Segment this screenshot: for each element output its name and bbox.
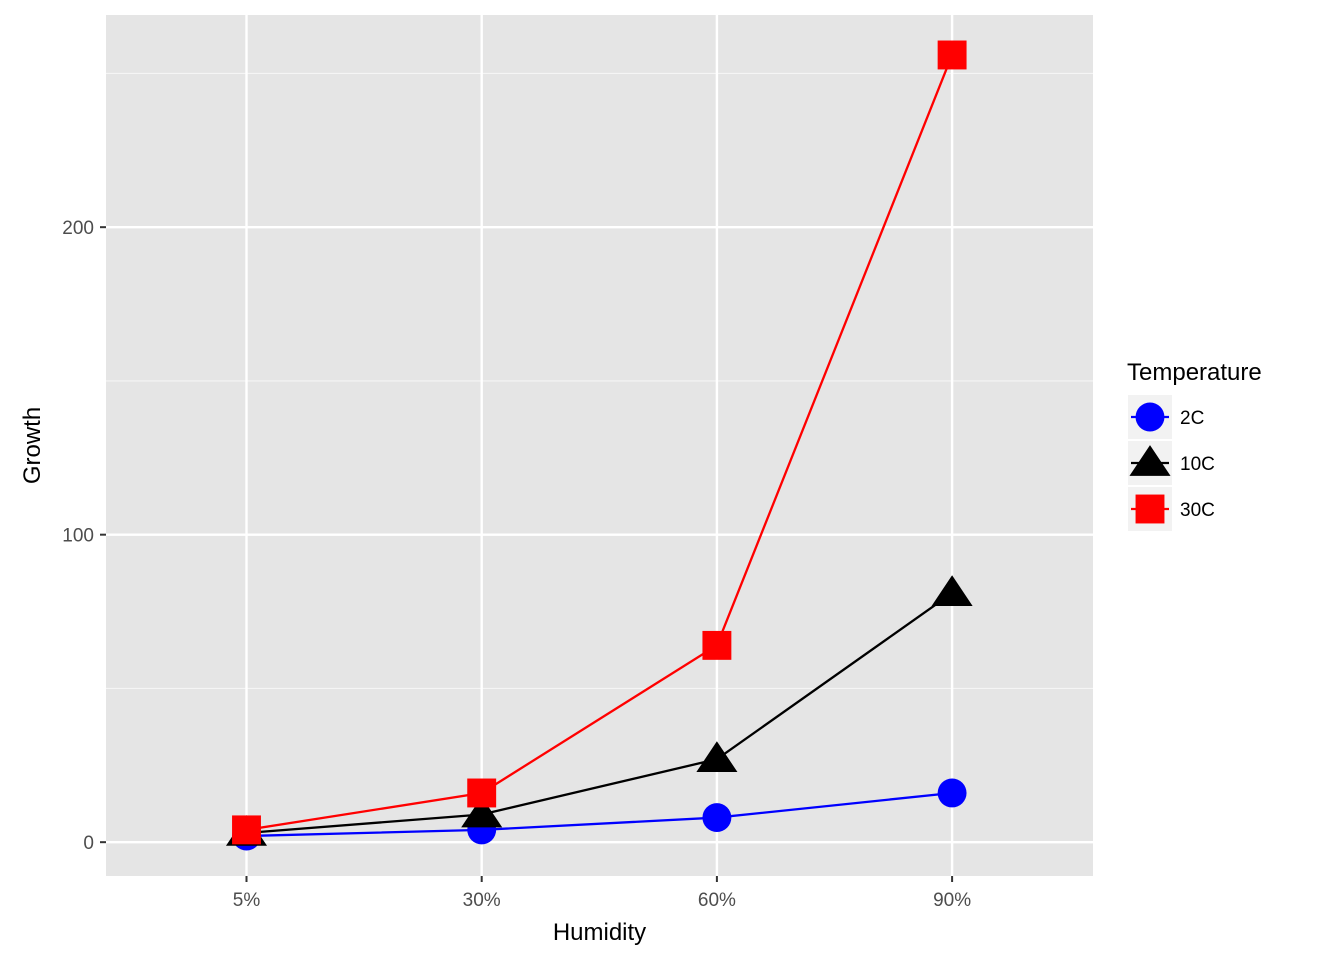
legend: Temperature 2C 10C 30C [1127,359,1262,531]
legend-label: 10C [1180,454,1215,475]
series-lines [246,54,954,838]
data-point-30C [232,815,261,845]
data-point-10C [461,796,503,828]
x-axis-title: Humidity [553,919,646,946]
y-tick-label: 100 [62,526,94,547]
x-tick-label: 5% [233,890,261,911]
series-line-2C [246,791,953,838]
legend-key-square-icon [1135,494,1165,524]
legend-key-circle-icon [1135,402,1165,432]
x-tick-label: 90% [933,890,971,911]
series-markers [225,40,973,851]
data-point-2C [937,778,967,808]
data-point-10C [696,741,738,773]
series-line-30C [246,54,954,832]
data-point-30C [702,630,732,660]
legend-label: 30C [1180,500,1215,521]
grid-major [106,15,1093,876]
y-axis: 0 100 200 [62,218,106,854]
x-tick-label: 60% [698,890,736,911]
plot-panel [106,15,1093,876]
legend-key-triangle-icon [1129,445,1171,476]
x-tick-label: 30% [463,890,501,911]
data-point-30C [937,40,967,70]
y-tick-label: 0 [83,833,94,854]
data-point-30C [467,778,497,808]
legend-label: 2C [1180,408,1204,429]
data-point-2C [702,803,732,833]
x-axis: 5% 30% 60% 90% [233,876,971,911]
data-point-10C [931,575,973,606]
y-tick-label: 200 [62,218,94,239]
series-line-10C [246,592,953,835]
legend-title: Temperature [1127,359,1262,386]
grid-minor [106,72,1093,690]
y-axis-title: Growth [19,407,46,484]
